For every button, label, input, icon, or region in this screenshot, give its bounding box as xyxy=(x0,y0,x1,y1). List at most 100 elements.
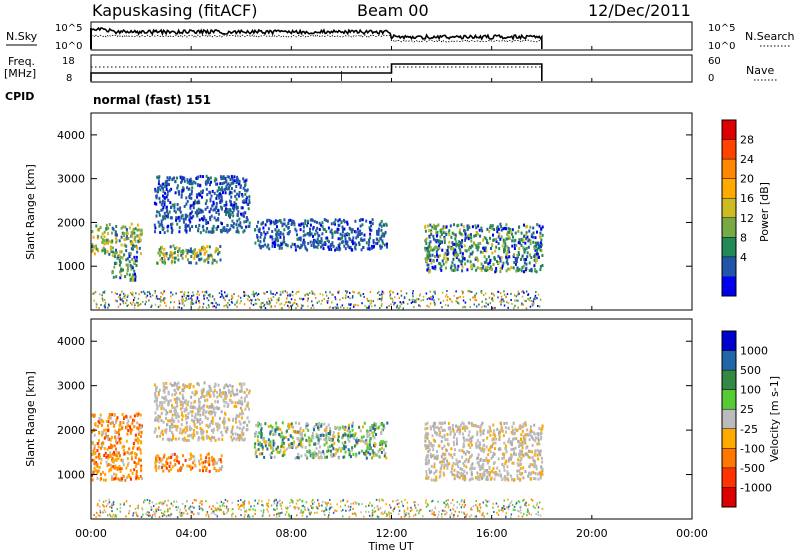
data-cell xyxy=(471,424,473,427)
data-cell xyxy=(459,449,461,452)
data-cell xyxy=(175,180,177,183)
data-cell xyxy=(168,469,170,472)
data-cell xyxy=(219,245,221,248)
data-cell xyxy=(514,247,516,250)
clutter-cell xyxy=(169,307,171,309)
clutter-cell xyxy=(199,294,201,296)
data-cell xyxy=(132,248,134,251)
data-cell xyxy=(160,258,162,261)
data-cell xyxy=(311,439,313,442)
velocity-scatter xyxy=(91,381,544,518)
data-cell xyxy=(154,400,156,403)
data-cell xyxy=(280,231,282,234)
data-cell xyxy=(385,444,387,447)
data-cell xyxy=(316,423,318,426)
data-cell xyxy=(182,406,184,409)
data-cell xyxy=(174,406,176,409)
data-cell xyxy=(200,454,202,457)
data-cell xyxy=(112,254,114,257)
data-cell xyxy=(221,434,223,437)
data-cell xyxy=(500,422,502,425)
clutter-cell xyxy=(522,296,524,298)
data-cell xyxy=(490,430,492,433)
clutter-cell xyxy=(379,307,381,309)
data-cell xyxy=(386,422,388,425)
data-cell xyxy=(433,238,435,241)
data-cell xyxy=(100,420,102,423)
data-cell xyxy=(348,424,350,427)
data-cell xyxy=(104,447,106,450)
data-cell xyxy=(503,453,505,456)
data-cell xyxy=(514,437,516,440)
data-cell xyxy=(494,478,496,481)
colorbar-swatch xyxy=(722,159,736,179)
data-cell xyxy=(329,427,331,430)
data-cell xyxy=(440,229,442,232)
data-cell xyxy=(361,439,363,442)
data-cell xyxy=(328,449,330,452)
data-cell xyxy=(273,443,275,446)
data-cell xyxy=(257,239,259,242)
data-cell xyxy=(450,447,452,450)
data-cell xyxy=(248,392,250,395)
data-cell xyxy=(181,196,183,199)
clutter-cell xyxy=(516,300,518,302)
data-cell xyxy=(187,249,189,252)
clutter-cell xyxy=(285,302,287,304)
data-cell xyxy=(496,467,498,470)
data-cell xyxy=(283,228,285,231)
data-cell xyxy=(306,450,308,453)
data-cell xyxy=(525,225,527,228)
data-cell xyxy=(236,230,238,233)
data-cell xyxy=(225,191,227,194)
clutter-cell xyxy=(390,290,392,292)
clutter-cell xyxy=(507,307,509,309)
data-cell xyxy=(352,242,354,245)
data-cell xyxy=(530,425,532,428)
data-cell xyxy=(338,456,340,459)
clutter-cell xyxy=(294,299,296,301)
data-cell xyxy=(196,426,198,429)
data-cell xyxy=(299,237,301,240)
data-cell xyxy=(324,242,326,245)
data-cell xyxy=(184,180,186,183)
data-cell xyxy=(176,401,178,404)
clutter-cell xyxy=(109,506,111,508)
data-cell xyxy=(439,474,441,477)
data-cell xyxy=(357,228,359,231)
data-cell xyxy=(459,476,461,479)
data-cell xyxy=(170,399,172,402)
data-cell xyxy=(211,436,213,439)
data-cell xyxy=(432,434,434,437)
data-cell xyxy=(115,230,117,233)
data-cell xyxy=(154,224,156,227)
data-cell xyxy=(115,421,117,424)
data-cell xyxy=(177,258,179,261)
data-cell xyxy=(240,213,242,216)
clutter-cell xyxy=(373,300,375,302)
clutter-cell xyxy=(174,301,176,303)
clutter-cell xyxy=(120,303,122,305)
data-cell xyxy=(196,193,198,196)
clutter-cell xyxy=(368,307,370,309)
data-cell xyxy=(464,257,466,260)
data-cell xyxy=(161,186,163,189)
data-cell xyxy=(209,218,211,221)
data-cell xyxy=(198,460,200,463)
data-cell xyxy=(118,254,120,257)
data-cell xyxy=(360,429,362,432)
data-cell xyxy=(518,247,520,250)
data-cell xyxy=(542,425,544,428)
data-cell xyxy=(119,454,121,457)
data-cell xyxy=(214,407,216,410)
data-cell xyxy=(386,224,388,227)
clutter-cell xyxy=(221,295,223,297)
data-cell xyxy=(450,454,452,457)
data-cell xyxy=(373,246,375,249)
data-cell xyxy=(537,453,539,456)
data-cell xyxy=(481,477,483,480)
data-cell xyxy=(131,258,133,261)
data-cell xyxy=(181,176,183,179)
data-cell xyxy=(511,462,513,465)
data-cell xyxy=(519,268,521,271)
